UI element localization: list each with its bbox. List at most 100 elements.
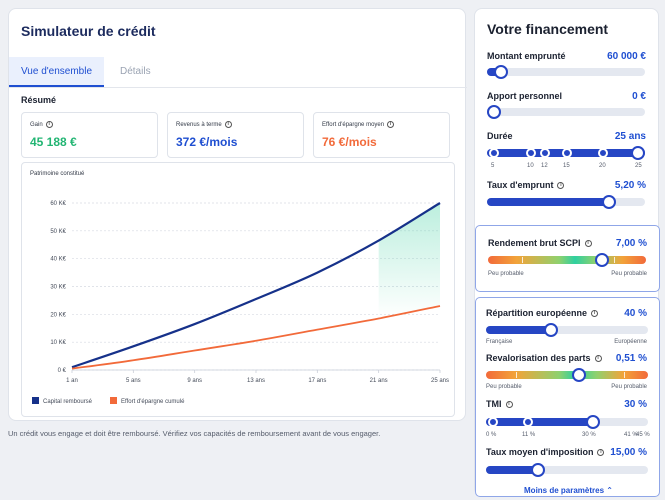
rate-slider[interactable]	[487, 195, 645, 209]
scpi-marker	[614, 257, 615, 263]
europe-left-label: Française	[486, 339, 513, 345]
info-icon[interactable]: i	[224, 121, 232, 128]
europe-right-label: Européenne	[614, 339, 647, 345]
info-icon[interactable]: i	[557, 181, 565, 189]
chart-canvas: 0 € 10 K€ 20 K€ 30 K€ 40 K€ 50 K€ 60 K€ 1 an 5 a…	[32, 201, 449, 405]
kpi-gain-label: Gain	[30, 121, 43, 128]
tmi-tick: 45 %	[636, 432, 650, 438]
avg-tax-slider[interactable]	[486, 463, 648, 477]
tab-bar: Vue d'ensemble Détails	[9, 57, 467, 88]
chart-title: Patrimoine constitué	[30, 171, 85, 177]
revalo-slider-thumb[interactable]	[572, 368, 586, 382]
tmi-label: TMI	[486, 399, 502, 409]
y-tick-label: 20 K€	[50, 312, 66, 318]
kpi-savings-value: 76 €/mois	[322, 135, 377, 149]
europe-slider-fill	[486, 326, 551, 334]
rate-label: Taux d'emprunt	[487, 180, 554, 190]
kpi-income-label: Revenus à terme	[176, 121, 222, 128]
less-params-label: Moins de paramètres	[524, 486, 605, 495]
scpi-slider[interactable]	[488, 253, 646, 267]
financing-panel: Votre financement Montant emprunté 60 00…	[474, 8, 661, 497]
tmi-tick: 41 %	[624, 432, 638, 438]
legend-swatch	[32, 397, 39, 404]
simulator-title: Simulateur de crédit	[21, 23, 156, 39]
duration-slider[interactable]	[487, 146, 645, 160]
summary-heading: Résumé	[21, 95, 57, 105]
revalo-marker	[516, 372, 517, 378]
duration-tick: 5	[491, 163, 495, 169]
info-icon[interactable]: i	[387, 121, 395, 128]
tab-details[interactable]: Détails	[120, 66, 151, 77]
kpi-income-value: 372 €/mois	[176, 135, 238, 149]
scpi-card: Rendement brut SCPI i 7,00 % Peu probable…	[475, 225, 660, 292]
tmi-tick: 0 %	[486, 432, 497, 438]
x-tick-label: 1 an	[66, 378, 78, 384]
europe-label: Répartition européenne	[486, 308, 588, 318]
x-tick-label: 9 ans	[187, 378, 202, 384]
rate-slider-thumb[interactable]	[602, 195, 616, 209]
tmi-value: 30 %	[624, 399, 647, 410]
duration-tick: 10	[527, 163, 534, 169]
amount-label: Montant emprunté	[487, 51, 566, 61]
amount-slider-thumb[interactable]	[494, 65, 508, 79]
duration-tick-dot	[540, 148, 550, 158]
contribution-label: Apport personnel	[487, 91, 563, 101]
y-tick-label: 30 K€	[50, 285, 66, 291]
chevron-up-icon: ⌃	[606, 486, 613, 495]
amount-slider[interactable]	[487, 65, 645, 79]
europe-value: 40 %	[624, 308, 647, 319]
legend-label: Effort d'épargne cumulé	[121, 399, 185, 405]
kpi-gain: Gain i 45 188 €	[21, 112, 158, 158]
tmi-slider[interactable]	[486, 415, 648, 429]
scpi-slider-thumb[interactable]	[595, 253, 609, 267]
info-icon[interactable]: i	[584, 239, 592, 247]
x-tick-label: 21 ans	[370, 378, 388, 384]
europe-slider-thumb[interactable]	[544, 323, 558, 337]
scpi-right-label: Peu probable	[611, 271, 647, 277]
rate-value: 5,20 %	[614, 180, 646, 191]
info-icon[interactable]: i	[591, 309, 599, 317]
credit-simulator-panel: Simulateur de crédit Vue d'ensemble Déta…	[8, 8, 467, 421]
x-tick-label: 17 ans	[308, 378, 326, 384]
revalo-label: Revalorisation des parts	[486, 353, 591, 363]
revalo-left-label: Peu probable	[486, 384, 522, 390]
y-tick-label: 60 K€	[50, 201, 66, 207]
duration-slider-thumb[interactable]	[631, 146, 645, 160]
info-icon[interactable]: i	[594, 354, 602, 362]
rate-slider-fill	[487, 198, 609, 206]
info-icon[interactable]: i	[505, 400, 513, 408]
credit-disclaimer: Un crédit vous engage et doit être rembo…	[8, 429, 381, 438]
scpi-marker	[522, 257, 523, 263]
avg-tax-slider-fill	[486, 466, 538, 474]
y-tick-label: 0 €	[58, 368, 67, 374]
legend-swatch	[110, 397, 117, 404]
financing-title: Votre financement	[487, 21, 609, 37]
x-tick-label: 25 ans	[431, 378, 449, 384]
contribution-slider-thumb[interactable]	[487, 105, 501, 119]
x-tick-label: 5 ans	[126, 378, 141, 384]
revalo-value: 0,51 %	[615, 353, 647, 364]
revalo-slider[interactable]	[486, 368, 648, 382]
tab-overview[interactable]: Vue d'ensemble	[9, 57, 105, 87]
scpi-label: Rendement brut SCPI	[488, 238, 581, 248]
avg-tax-label: Taux moyen d'imposition	[486, 447, 594, 457]
duration-tick: 12	[541, 163, 548, 169]
wealth-chart: Patrimoine constitué 0 € 10 K€ 20 K€ 30 K€ 4…	[21, 162, 455, 417]
revalo-right-label: Peu probable	[611, 384, 647, 390]
tmi-tick: 30 %	[582, 432, 596, 438]
y-tick-label: 50 K€	[50, 229, 66, 235]
avg-tax-value: 15,00 %	[610, 447, 647, 458]
info-icon[interactable]: i	[597, 448, 605, 456]
less-params-toggle[interactable]: Moins de paramètres ⌃	[476, 486, 661, 495]
avg-tax-slider-thumb[interactable]	[531, 463, 545, 477]
tmi-slider-fill	[486, 418, 593, 426]
duration-tick-dot	[489, 148, 499, 158]
info-icon[interactable]: i	[45, 121, 53, 128]
tmi-slider-thumb[interactable]	[586, 415, 600, 429]
contribution-slider[interactable]	[487, 105, 645, 119]
contribution-value: 0 €	[632, 91, 646, 102]
europe-slider[interactable]	[486, 323, 648, 337]
kpi-savings: Effort d'épargne moyen i 76 €/mois	[313, 112, 450, 158]
duration-value: 25 ans	[614, 131, 646, 142]
x-tick-label: 13 ans	[247, 378, 265, 384]
